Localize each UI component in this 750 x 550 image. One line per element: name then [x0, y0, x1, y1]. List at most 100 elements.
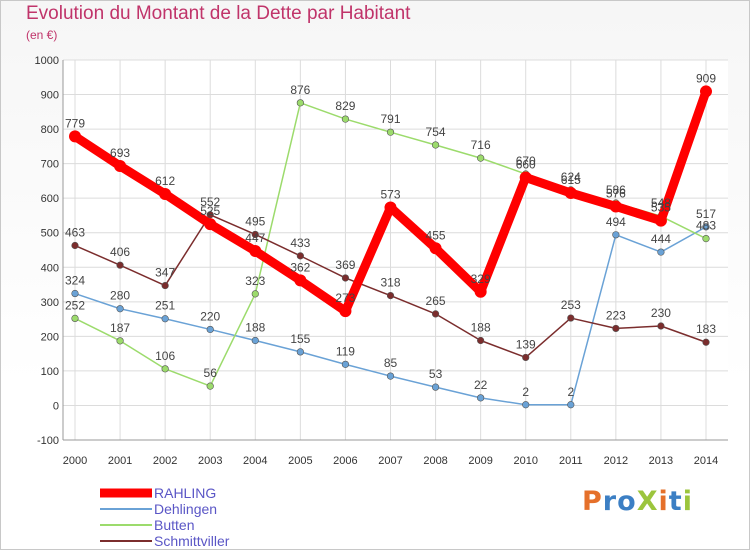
data-label: 876: [290, 83, 310, 97]
data-point: [431, 141, 440, 149]
data-label: 2: [567, 385, 574, 399]
x-tick-label: 2006: [333, 455, 357, 467]
data-point: [386, 372, 395, 380]
data-label: 612: [155, 174, 175, 188]
data-point: [700, 85, 712, 98]
data-point: [161, 365, 169, 373]
data-point: [477, 394, 485, 402]
data-label: 323: [245, 274, 265, 288]
data-label: 329: [471, 272, 491, 286]
data-point: [251, 290, 259, 298]
data-point: [204, 218, 217, 231]
logo-letter: X: [636, 486, 659, 517]
x-tick-label: 2004: [243, 455, 267, 467]
x-tick-label: 2005: [288, 455, 312, 467]
x-tick-label: 2001: [108, 455, 132, 467]
data-label: 693: [110, 146, 130, 160]
data-label: 444: [651, 232, 671, 246]
data-label: 494: [606, 215, 626, 229]
data-label: 230: [651, 306, 671, 320]
x-tick-label: 2010: [513, 455, 537, 467]
data-label: 56: [204, 366, 218, 380]
data-point: [116, 261, 124, 269]
x-tick-label: 2011: [559, 455, 583, 467]
y-tick-label: 500: [41, 228, 59, 240]
data-point: [431, 383, 440, 391]
logo-letter: r: [602, 486, 618, 517]
data-point: [294, 274, 307, 287]
data-point: [431, 310, 440, 318]
data-point: [71, 314, 79, 323]
data-point: [474, 285, 487, 298]
data-label: 909: [696, 71, 716, 85]
data-label: 716: [471, 138, 491, 152]
data-label: 2: [522, 385, 529, 399]
data-point: [116, 305, 124, 313]
data-point: [384, 201, 397, 214]
x-tick-label: 2014: [694, 455, 718, 467]
data-label: 455: [426, 228, 446, 242]
data-label: 517: [696, 207, 716, 221]
data-label: 183: [696, 322, 716, 336]
data-point: [114, 160, 127, 173]
data-label: 251: [155, 299, 175, 313]
data-point: [159, 188, 172, 201]
data-point: [341, 115, 350, 123]
data-point: [519, 171, 532, 184]
data-point: [339, 305, 352, 318]
y-tick-label: 400: [41, 262, 59, 274]
data-point: [161, 315, 169, 323]
proxiti-logo: ProXiti: [582, 486, 693, 517]
data-label: 265: [426, 294, 446, 308]
chart-title: Evolution du Montant de la Dette par Hab…: [26, 3, 411, 24]
logo-letter: P: [582, 486, 603, 517]
data-label: 252: [65, 298, 85, 312]
data-point: [702, 235, 710, 243]
data-point: [249, 245, 262, 258]
logo-letter: i: [658, 486, 669, 517]
data-point: [296, 99, 304, 107]
x-tick-label: 2003: [198, 455, 222, 467]
y-tick-label: 700: [41, 159, 59, 171]
logo-letter: t: [668, 486, 683, 517]
chart-unit: (en €): [26, 28, 58, 42]
data-point: [296, 348, 304, 356]
x-tick-label: 2007: [378, 455, 402, 467]
data-label: 791: [380, 112, 400, 126]
data-label: 525: [200, 204, 220, 218]
legend-label: Schmittviller: [154, 533, 230, 549]
y-tick-label: 1000: [35, 55, 59, 67]
data-label: 280: [110, 289, 130, 303]
data-label: 253: [561, 298, 581, 312]
legend-label: Butten: [154, 517, 194, 533]
x-tick-label: 2008: [423, 455, 447, 467]
data-point: [69, 130, 81, 143]
data-point: [206, 382, 214, 390]
data-label: 22: [474, 378, 488, 392]
data-point: [341, 360, 350, 368]
data-label: 85: [384, 356, 398, 370]
data-label: 362: [290, 260, 310, 274]
data-label: 829: [335, 99, 355, 113]
data-label: 624: [561, 170, 581, 184]
data-label: 660: [516, 157, 536, 171]
data-point: [386, 128, 395, 136]
data-point: [386, 292, 395, 300]
x-tick-label: 2002: [153, 455, 177, 467]
data-label: 369: [335, 258, 355, 272]
data-label: 119: [336, 344, 355, 358]
data-label: 586: [606, 183, 626, 197]
data-point: [609, 200, 622, 213]
data-point: [564, 187, 577, 199]
y-tick-label: 300: [41, 297, 59, 309]
data-point: [251, 336, 259, 345]
legend-label: Dehlingen: [154, 501, 217, 517]
data-label: 576: [606, 186, 626, 200]
data-label: 670: [516, 154, 536, 168]
y-tick-label: 200: [41, 331, 59, 343]
data-label: 53: [429, 367, 443, 381]
x-tick-label: 2000: [63, 455, 87, 467]
data-point: [612, 231, 620, 239]
x-tick-label: 2012: [604, 455, 628, 467]
